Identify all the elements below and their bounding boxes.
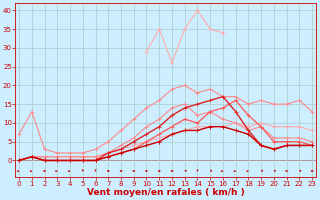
X-axis label: Vent moyen/en rafales ( km/h ): Vent moyen/en rafales ( km/h ) [87, 188, 244, 197]
